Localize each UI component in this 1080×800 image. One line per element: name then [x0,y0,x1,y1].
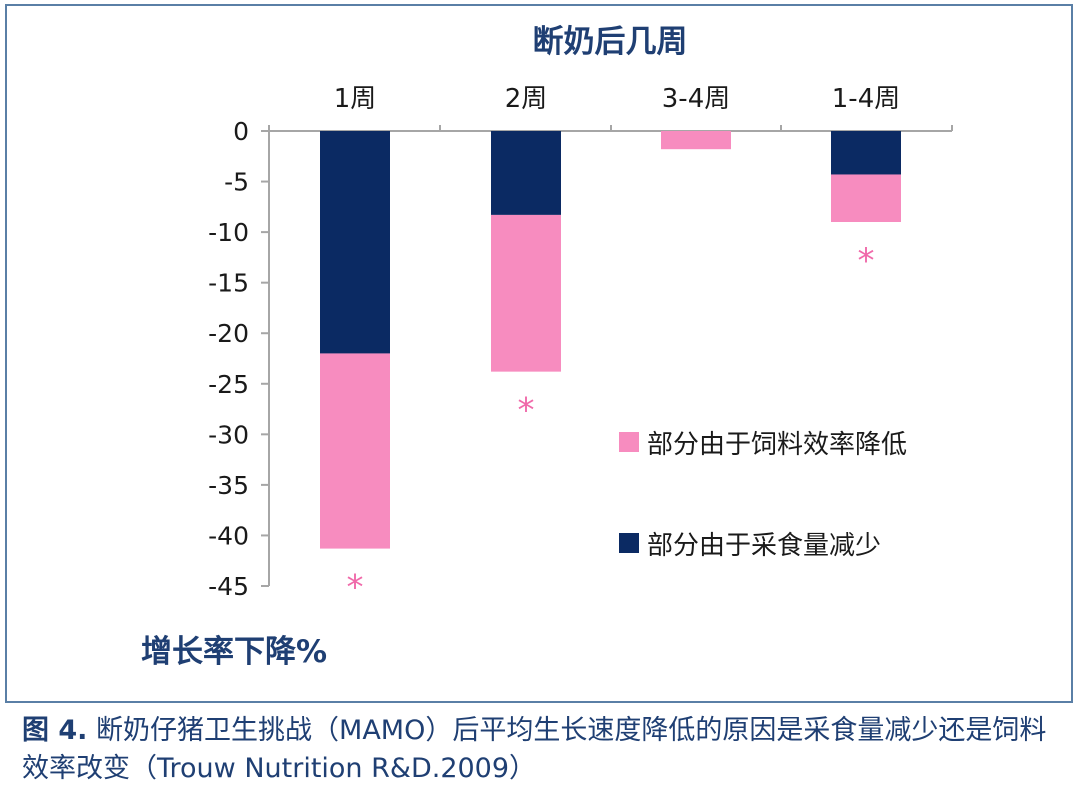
figure-caption: 图 4. 断奶仔猪卫生挑战（MAMO）后平均生长速度降低的原因是采食量减少还是饲… [22,712,1062,788]
y-tick-label: -5 [224,168,249,197]
y-tick-label: -20 [208,319,249,348]
legend-label: 部分由于饲料效率降低 [647,430,907,460]
significance-mark: * [518,391,535,431]
category-label: 1周 [334,84,377,114]
category-label: 1-4周 [832,84,900,114]
chart-title: 断奶后几周 [533,24,688,60]
caption-text: 断奶仔猪卫生挑战（MAMO）后平均生长速度降低的原因是采食量减少还是饲料效率改变… [22,715,1047,784]
y-tick-label: -45 [208,572,249,601]
chart-frame: 断奶后几周 1周 2周 3-4周 1-4周 0 -5 -10 -15 -20 -25 -30 -35… [5,4,1073,703]
chart-svg: 断奶后几周 1周 2周 3-4周 1-4周 0 -5 -10 -15 -20 -25 -30 -35… [141,24,953,670]
significance-mark: * [347,568,364,608]
bar-segment-feed-efficiency [831,174,901,222]
legend-swatch [619,432,639,452]
significance-mark: * [858,241,875,281]
category-label: 2周 [505,84,548,114]
bar-segment-feed-intake [831,131,901,175]
y-tick-label: -30 [208,420,249,449]
bar-segment-feed-intake [320,131,390,354]
y-tick-label: -10 [208,218,249,247]
y-tick-label: -25 [208,370,249,399]
significance-marks: * * * [347,241,875,608]
y-axis-label: 增长率下降% [141,634,327,670]
bars [320,131,901,549]
category-label: 3-4周 [662,84,730,114]
bar-segment-feed-efficiency [491,214,561,372]
category-labels: 1周 2周 3-4周 1-4周 [334,84,901,114]
y-tick-label: 0 [233,117,249,146]
y-tick-label: -35 [208,471,249,500]
y-axis: 0 -5 -10 -15 -20 -25 -30 -35 -40 -45 [208,117,953,601]
legend-label: 部分由于采食量减少 [647,531,881,561]
figure-label: 图 4. [22,715,88,746]
y-tick-label: -40 [208,521,249,550]
legend-swatch [619,533,639,553]
bar-segment-feed-intake [491,131,561,215]
bar-segment-feed-efficiency [320,353,390,549]
y-tick-label: -15 [208,269,249,298]
bar-segment-feed-efficiency [661,131,731,150]
